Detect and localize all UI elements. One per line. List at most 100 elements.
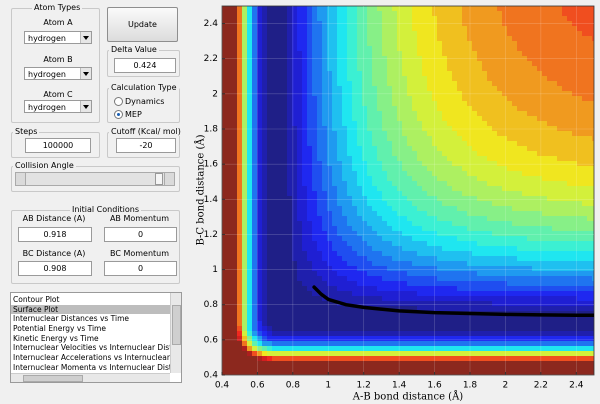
surface-cell: [332, 336, 338, 342]
surface-cell: [547, 106, 553, 112]
slider-right-arrow[interactable]: [164, 173, 174, 185]
list-item[interactable]: Surface Plot: [11, 304, 170, 315]
surface-cell: [492, 76, 498, 82]
surface-cell: [372, 226, 378, 232]
surface-cell: [272, 306, 278, 312]
surface-cell: [332, 351, 338, 357]
plot-listbox[interactable]: Contour Plot Surface Plot Internuclear Dis…: [10, 292, 182, 383]
surface-cell: [242, 216, 248, 222]
surface-cell: [512, 176, 518, 182]
surface-cell: [477, 321, 483, 327]
list-item[interactable]: Kinetic Energy vs Time: [13, 333, 99, 343]
surface-cell: [307, 291, 313, 297]
surface-cell: [382, 76, 388, 82]
surface-cell: [317, 121, 323, 127]
surface-cell: [322, 336, 328, 342]
surface-cell: [342, 21, 348, 27]
surface-cell: [307, 346, 313, 352]
surface-cell: [312, 236, 318, 242]
surface-cell: [252, 206, 258, 212]
surface-cell: [512, 221, 518, 227]
surface-cell: [292, 166, 298, 172]
surface-cell: [222, 96, 228, 102]
list-item[interactable]: Internuclear Velocities vs Internuclear …: [13, 343, 182, 353]
surface-cell: [247, 156, 253, 162]
surface-cell: [547, 86, 553, 92]
surface-cell: [332, 281, 338, 287]
surface-cell: [487, 331, 493, 337]
vertical-scrollbar[interactable]: [170, 293, 181, 373]
surface-cell: [357, 356, 363, 362]
surface-cell: [247, 71, 253, 77]
surface-cell: [327, 146, 333, 152]
surface-cell: [232, 296, 238, 302]
surface-cell: [437, 226, 443, 232]
list-item[interactable]: Potential Energy vs Time: [13, 324, 106, 334]
slider-thumb[interactable]: [155, 173, 163, 185]
surface-cell: [317, 126, 323, 132]
text-input[interactable]: 0.424: [114, 58, 176, 73]
surface-cell: [402, 6, 408, 12]
text-input[interactable]: 0.918: [18, 227, 92, 242]
horizontal-scrollbar[interactable]: [11, 373, 170, 382]
surface-cell: [247, 221, 253, 227]
update-button[interactable]: Update: [107, 7, 178, 42]
list-item[interactable]: Internuclear Accelerations vs Internucle…: [13, 353, 181, 363]
surface-cell: [287, 246, 293, 252]
scroll-thumb[interactable]: [172, 305, 181, 345]
text-input[interactable]: 0.908: [18, 261, 92, 276]
surface-cell: [467, 111, 473, 117]
surface-cell: [447, 306, 453, 312]
surface-cell: [272, 356, 278, 362]
list-item[interactable]: Internuclear Distances vs Time: [13, 314, 130, 324]
surface-cell: [472, 331, 478, 337]
surface-cell: [307, 41, 313, 47]
surface-cell: [437, 286, 443, 292]
text-input[interactable]: -20: [116, 138, 176, 153]
surface-cell: [442, 116, 448, 122]
surface-cell: [552, 281, 558, 287]
text-input[interactable]: 100000: [25, 138, 91, 153]
text-input[interactable]: 0: [104, 261, 177, 276]
surface-cell: [402, 111, 408, 117]
surface-cell: [317, 336, 323, 342]
label: AB Distance (A): [22, 214, 86, 223]
dropdown[interactable]: hydrogen: [24, 100, 92, 113]
surface-cell: [387, 276, 393, 282]
surface-cell: [362, 261, 368, 267]
scroll-thumb[interactable]: [23, 375, 83, 382]
surface-cell: [352, 366, 358, 372]
surface-cell: [447, 186, 453, 192]
list-item[interactable]: Contour Plot: [13, 295, 60, 304]
surface-cell: [517, 21, 523, 27]
surface-cell: [292, 336, 298, 342]
dropdown[interactable]: hydrogen: [24, 67, 92, 80]
surface-cell: [517, 331, 523, 337]
surface-cell: [367, 276, 373, 282]
surface-cell: [297, 176, 303, 182]
list-item[interactable]: Internuclear Momenta vs Internuclear Dis…: [13, 362, 182, 372]
surface-cell: [352, 191, 358, 197]
slider-left-arrow[interactable]: [16, 173, 26, 185]
surface-cell: [407, 181, 413, 187]
surface-cell: [242, 141, 248, 147]
surface-cell: [292, 96, 298, 102]
surface-cell: [527, 366, 533, 372]
surface-cell: [257, 246, 263, 252]
dropdown[interactable]: hydrogen: [24, 31, 92, 44]
surface-cell: [472, 66, 478, 72]
slider[interactable]: [15, 172, 175, 186]
surface-cell: [477, 171, 483, 177]
surface-cell: [277, 251, 283, 257]
surface-cell: [402, 316, 408, 322]
surface-cell: [527, 71, 533, 77]
surface-cell: [402, 166, 408, 172]
surface-cell: [517, 346, 523, 352]
surface-cell: [262, 321, 268, 327]
surface-cell: [432, 106, 438, 112]
surface-cell: [502, 91, 508, 97]
surface-cell: [457, 216, 463, 222]
text-input[interactable]: 0: [104, 227, 177, 242]
surface-cell: [427, 211, 433, 217]
surface-cell: [522, 331, 528, 337]
